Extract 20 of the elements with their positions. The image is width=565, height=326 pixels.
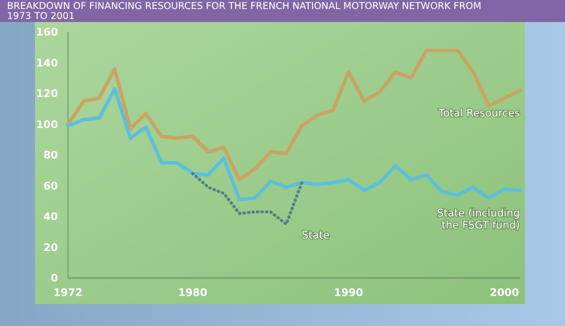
- y-tick-label: 20: [43, 242, 58, 254]
- x-tick-label: 1972: [53, 287, 83, 299]
- x-tick-label: 2000: [490, 287, 520, 299]
- y-tick-label: 40: [43, 211, 58, 224]
- x-tick-label: 1990: [334, 287, 364, 299]
- series-label: Total Resources: [438, 107, 520, 120]
- series-label: State (including the FSGT fund): [436, 207, 520, 232]
- series-label: State: [302, 230, 330, 242]
- y-tick-label: 60: [43, 180, 58, 192]
- line-series: [191, 172, 304, 226]
- y-tick-label: 120: [36, 88, 58, 100]
- line-series: [66, 87, 522, 202]
- line-series: [66, 48, 522, 182]
- chart-title: BREAKDOWN OF FINANCING RESOURCES FOR THE FRENCH NATIONAL MOTORWAY NETWORK FROM 1973 TO 2001: [7, 1, 482, 22]
- y-tick-label: 140: [36, 57, 58, 70]
- y-tick-label: 0: [50, 272, 58, 285]
- y-tick-label: 100: [36, 118, 58, 131]
- x-tick-label: 1980: [178, 287, 208, 299]
- y-tick-label: 160: [36, 26, 58, 39]
- y-tick-label: 80: [43, 150, 58, 162]
